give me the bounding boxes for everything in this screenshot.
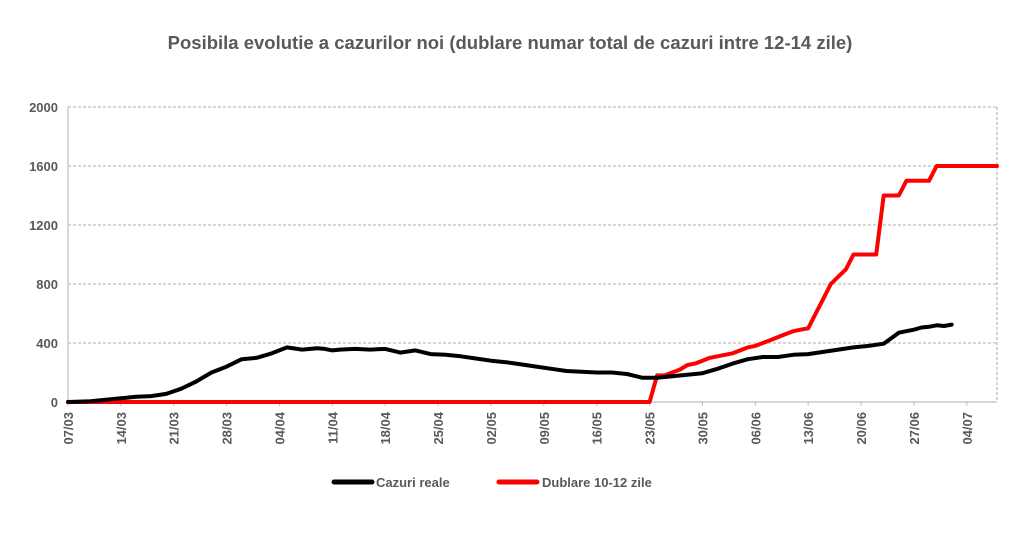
x-tick-label: 13/06: [801, 412, 816, 445]
legend-label: Dublare 10-12 zile: [542, 475, 652, 490]
x-tick-label: 30/05: [695, 412, 710, 445]
x-tick-label: 18/04: [378, 411, 393, 444]
x-tick-label: 09/05: [537, 412, 552, 445]
x-axis-tick-labels: 07/03 14/03 21/03 28/03 04/04 11/04 18/04 25/04…: [61, 411, 975, 444]
gridlines: [68, 106, 998, 402]
legend: Cazuri reale Dublare 10-12 zile: [331, 475, 652, 490]
x-tick-label: 21/03: [167, 412, 182, 445]
y-tick-label: 400: [36, 336, 58, 351]
x-tick-label: 14/03: [114, 412, 129, 445]
legend-item: Dublare 10-12 zile: [496, 475, 652, 490]
legend-label: Cazuri reale: [376, 475, 450, 490]
x-tick-label: 20/06: [854, 412, 869, 445]
x-tick-label: 06/06: [748, 412, 763, 445]
chart-title: Posibila evolutie a cazurilor noi (dubla…: [167, 32, 853, 53]
x-tick-label: 04/07: [960, 412, 975, 445]
series-line-dublare-10-12-zile: [66, 164, 999, 404]
y-tick-label: 800: [36, 277, 58, 292]
x-tick-label: 28/03: [220, 412, 235, 445]
y-axis-tick-labels: 0 400 800 1200 1600 2000: [29, 100, 58, 410]
y-tick-label: 2000: [29, 100, 58, 115]
legend-item: Cazuri reale: [331, 475, 450, 490]
x-tick-label: 07/03: [61, 412, 76, 445]
x-tick-label: 11/04: [325, 411, 340, 444]
y-tick-label: 1600: [29, 159, 58, 174]
y-tick-label: 1200: [29, 218, 58, 233]
x-tick-label: 25/04: [431, 411, 446, 444]
series-line-cazuri-reale: [66, 322, 954, 404]
x-tick-label: 02/05: [484, 412, 499, 445]
x-tick-label: 23/05: [643, 412, 658, 445]
x-tick-label: 27/06: [907, 412, 922, 445]
x-tick-label: 16/05: [590, 412, 605, 445]
y-tick-label: 0: [51, 395, 58, 410]
x-tick-label: 04/04: [272, 411, 287, 444]
series-lines: [66, 164, 999, 404]
